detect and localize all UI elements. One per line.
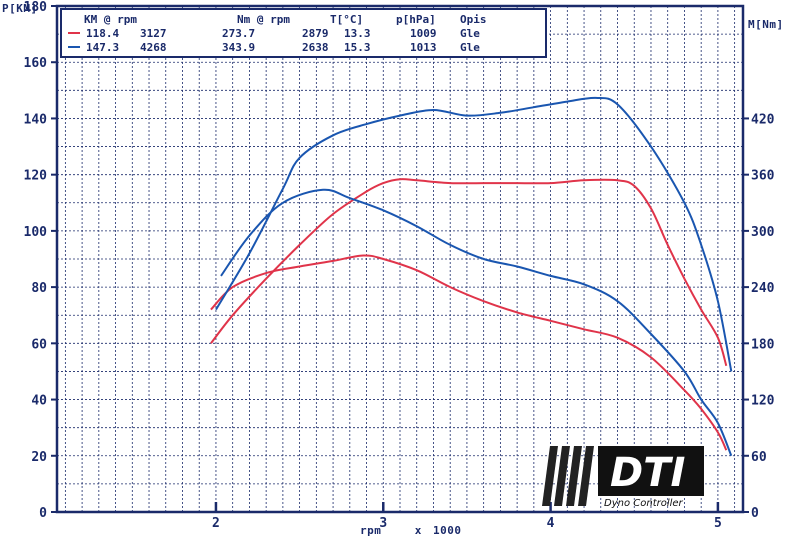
legend-blue-nm: 343.9 <box>222 41 256 54</box>
y-left-tick-label: 160 <box>24 56 48 71</box>
y-right-tick-label: 360 <box>751 169 775 184</box>
y-left-tick-label: 100 <box>24 225 48 240</box>
y-left-tick-label: 20 <box>31 450 47 465</box>
y-left-tick-label: 140 <box>24 112 48 127</box>
torque-line-blue <box>220 188 733 457</box>
y-right-tick-label: 420 <box>751 112 775 127</box>
y-left-tick-label: 0 <box>39 506 47 521</box>
legend-header-pressure: p[hPa] <box>396 13 436 26</box>
power-line-blue <box>215 96 733 372</box>
legend-blue-pressure: 1013 <box>410 41 437 54</box>
y-left-tick-label: 180 <box>24 0 48 15</box>
legend-blue-km-rpm: 4268 <box>140 41 167 54</box>
y-right-tick-label: 60 <box>751 450 767 465</box>
x-tick-label: 3 <box>379 516 387 531</box>
y-right-tick-label: 0 <box>751 506 759 521</box>
legend-row-blue: 147.3 4268 343.9 2638 15.3 1013 Gle <box>62 41 545 54</box>
right-axis-title: M[Nm] <box>748 18 784 31</box>
legend: KM @ rpm Nm @ rpm T[°C] p[hPa] Opis 118.… <box>60 8 547 58</box>
right-y-ticks: 0 60 120 180 240 300 360 420 <box>743 112 775 521</box>
y-right-tick-label: 180 <box>751 337 775 352</box>
y-right-tick-label: 120 <box>751 394 775 409</box>
legend-row-red: 118.4 3127 273.7 2879 13.3 1009 Gle <box>62 27 545 40</box>
y-right-tick-label: 300 <box>751 225 775 240</box>
y-left-tick-label: 120 <box>24 169 48 184</box>
legend-red-km: 118.4 <box>86 27 120 40</box>
plot-border <box>55 4 745 514</box>
logo-stripes-icon <box>542 446 594 506</box>
x-tick-label: 2 <box>212 516 220 531</box>
legend-blue-opis: Gle <box>460 41 480 54</box>
legend-red-nm: 273.7 <box>222 27 256 40</box>
legend-blue-km: 147.3 <box>86 41 120 54</box>
legend-header-opis: Opis <box>460 13 487 26</box>
x-axis-title: rpm x 1000 <box>360 524 462 537</box>
power-line-red <box>210 178 728 367</box>
x-tick-label: 4 <box>547 516 555 531</box>
legend-header-temp: T[°C] <box>330 13 364 26</box>
legend-swatch-blue <box>68 46 80 48</box>
y-right-tick-label: 240 <box>751 281 775 296</box>
y-left-tick-label: 80 <box>31 281 47 296</box>
legend-header-km: KM @ rpm <box>84 13 137 26</box>
legend-blue-temp: 15.3 <box>344 41 371 54</box>
series-lines <box>210 96 733 457</box>
torque-line-red <box>210 254 728 451</box>
left-y-ticks: 0 20 40 60 80 100 120 140 160 180 <box>24 0 57 521</box>
y-left-tick-label: 40 <box>31 394 47 409</box>
legend-red-opis: Gle <box>460 27 480 40</box>
y-left-tick-label: 60 <box>31 337 47 352</box>
logo-sub: Dyno Controller <box>604 498 684 509</box>
x-ticks: 2 3 4 5 <box>212 502 722 531</box>
legend-red-pressure: 1009 <box>410 27 437 40</box>
legend-red-nm-rpm: 2879 <box>302 27 329 40</box>
legend-red-temp: 13.3 <box>344 27 371 40</box>
logo-badge <box>598 446 704 496</box>
logo-brand: DTI <box>610 450 685 496</box>
legend-header-nm: Nm @ rpm <box>237 13 290 26</box>
legend-blue-nm-rpm: 2638 <box>302 41 329 54</box>
legend-swatch-red <box>68 32 80 34</box>
left-axis-title: P[KM] <box>2 2 38 15</box>
legend-red-km-rpm: 3127 <box>140 27 167 40</box>
plot-frame <box>55 4 745 514</box>
x-tick-label: 5 <box>714 516 722 531</box>
legend-header: KM @ rpm Nm @ rpm T[°C] p[hPa] Opis <box>62 13 545 26</box>
dti-logo: DTI Dyno Controller <box>542 446 704 509</box>
